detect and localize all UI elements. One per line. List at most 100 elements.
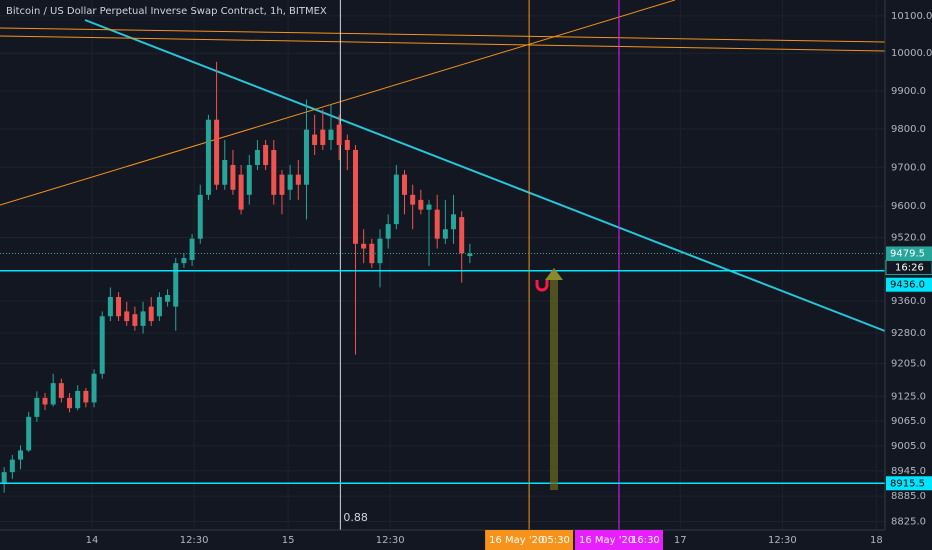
candle-body <box>271 149 277 195</box>
x-tick-label: 12:30 <box>376 535 405 546</box>
candle-body <box>246 164 252 195</box>
candle-body <box>189 238 195 260</box>
trend-line <box>0 27 886 43</box>
candle-body <box>50 383 56 405</box>
candle-body <box>254 149 260 165</box>
x-tick-label: 18 <box>870 535 883 546</box>
x-tick-label: 17 <box>674 535 687 546</box>
candle-body <box>434 209 440 239</box>
marker-date: 16 May '20 <box>579 535 634 546</box>
marker-date: 16 May '20 <box>489 535 544 546</box>
candle-body <box>9 459 15 473</box>
candle-body <box>287 174 293 190</box>
candle-body <box>336 124 342 145</box>
candle-body <box>312 134 318 145</box>
y-tick-label: 9800.0 <box>891 124 926 135</box>
trend-line <box>0 0 676 206</box>
candle-body <box>222 159 228 185</box>
countdown-box <box>885 259 932 275</box>
candle-body <box>140 311 146 326</box>
trend-line <box>84 19 886 332</box>
candle-body <box>124 311 130 322</box>
last-price-label: 9479.5 <box>890 248 925 259</box>
y-tick-label: 10100.0 <box>891 11 932 22</box>
y-tick-label: 9360.0 <box>891 296 926 307</box>
y-tick-label: 9280.0 <box>891 328 926 339</box>
candle-body <box>42 397 48 405</box>
marker-tag <box>485 530 574 550</box>
candle-body <box>83 390 89 403</box>
grid <box>0 0 885 530</box>
countdown-label: 16:26 <box>895 262 924 273</box>
x-tick-label: 12:30 <box>180 535 209 546</box>
level-label: 8915.5 <box>890 478 925 489</box>
candle-body <box>328 129 334 140</box>
candle-body <box>442 229 448 239</box>
x-tick-label: 12:30 <box>768 535 797 546</box>
y-tick-label: 10000.0 <box>891 48 932 59</box>
crosshair-label: 0.88 <box>343 511 368 524</box>
candle-body <box>385 224 391 239</box>
marks <box>0 0 885 530</box>
candle-body <box>1 472 7 484</box>
candle-body <box>467 253 473 257</box>
candle-body <box>352 149 358 244</box>
candle-body <box>67 397 73 409</box>
candle-body <box>148 306 154 322</box>
y-tick-label: 9900.0 <box>891 86 926 97</box>
candle-body <box>132 314 138 326</box>
candle-body <box>369 243 375 264</box>
candle-body <box>214 119 220 185</box>
level-box <box>886 476 932 491</box>
y-tick-label: 9520.0 <box>891 232 926 243</box>
y-tick-label: 9125.0 <box>891 391 926 402</box>
candle-body <box>230 164 236 190</box>
candle-body <box>58 383 64 398</box>
level-label: 9436.0 <box>890 280 925 291</box>
candle-body <box>344 139 350 150</box>
candle-body <box>165 294 171 302</box>
price-axis <box>885 0 932 550</box>
level-box <box>886 277 932 292</box>
marker-time: 16:30 <box>631 535 660 546</box>
candle-body <box>303 129 309 185</box>
y-tick-label: 9065.0 <box>891 416 926 427</box>
y-tick-label: 8885.0 <box>891 491 926 502</box>
arrow-head <box>545 268 563 280</box>
y-tick-label: 9700.0 <box>891 162 926 173</box>
candle-body <box>34 397 40 417</box>
candle-body <box>99 316 105 374</box>
last-price-box <box>886 246 932 261</box>
candle-body <box>426 204 432 210</box>
candle-body <box>410 194 416 205</box>
candle-body <box>361 243 367 249</box>
y-tick-label: 9600.0 <box>891 201 926 212</box>
candle-body <box>418 199 424 210</box>
candle-body <box>279 174 285 195</box>
arrow <box>550 278 558 490</box>
candle-body <box>91 373 97 403</box>
labels: 10100.0 10000.0 9900.0 9800.0 9700.0 9600.0 95… <box>86 11 932 550</box>
x-tick-label: 14 <box>86 535 99 546</box>
marker-time: 05:30 <box>541 535 570 546</box>
candle-body <box>181 258 187 264</box>
candle-body <box>320 129 326 145</box>
candle-body <box>197 194 203 239</box>
trend-line <box>0 35 886 52</box>
candle-body <box>393 174 399 225</box>
candle-body <box>295 174 301 185</box>
marker-tag <box>574 530 663 550</box>
y-tick-label: 8945.0 <box>891 466 926 477</box>
chart-title: Bitcoin / US Dollar Perpetual Inverse Sw… <box>6 6 327 17</box>
magnet-icon <box>535 280 549 292</box>
candle-body <box>116 296 122 317</box>
candle-body <box>205 119 211 195</box>
y-tick-label: 9005.0 <box>891 441 926 452</box>
candle-body <box>377 238 383 264</box>
candle-body <box>156 296 162 317</box>
candle-body <box>18 450 24 460</box>
candle-body <box>238 174 244 210</box>
candle-body <box>402 174 408 195</box>
candle-body <box>26 416 32 451</box>
candle-body <box>451 214 457 230</box>
